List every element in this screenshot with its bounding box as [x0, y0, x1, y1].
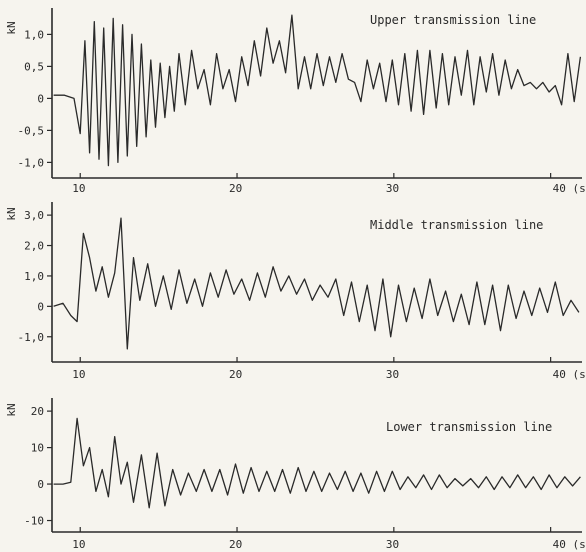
- y-tick-label: 1,0: [24, 28, 44, 41]
- chart-title: Middle transmission line: [370, 218, 543, 232]
- chart-title: Lower transmission line: [386, 420, 552, 434]
- chart-title: Upper transmission line: [370, 13, 536, 27]
- y-axis-label: kN: [5, 403, 18, 416]
- y-axis-label: kN: [5, 207, 18, 220]
- y-tick-label: 3,0: [24, 209, 44, 222]
- y-tick-label: 0: [37, 300, 44, 313]
- y-tick-label: -10: [24, 515, 44, 528]
- y-tick-label: 0,5: [24, 60, 44, 73]
- x-tick-label: 20: [229, 368, 242, 381]
- y-tick-label: -1,0: [18, 156, 45, 169]
- x-tick-label: 30: [386, 538, 399, 551]
- x-tick-label: 20: [229, 182, 242, 195]
- y-tick-label: -0,5: [18, 124, 45, 137]
- y-axis-label: kN: [5, 21, 18, 34]
- x-tick-label: 40 (s): [553, 368, 586, 381]
- x-tick-label: 40 (s): [553, 182, 586, 195]
- x-tick-label: 20: [229, 538, 242, 551]
- y-tick-label: -1,0: [18, 331, 45, 344]
- x-tick-label: 10: [72, 182, 85, 195]
- y-tick-label: 10: [31, 442, 44, 455]
- y-tick-label: 1,0: [24, 270, 44, 283]
- y-tick-label: 0: [37, 478, 44, 491]
- x-tick-label: 10: [72, 368, 85, 381]
- y-tick-label: 0: [37, 92, 44, 105]
- y-tick-label: 2,0: [24, 240, 44, 253]
- x-tick-label: 30: [386, 368, 399, 381]
- x-tick-label: 30: [386, 182, 399, 195]
- y-tick-label: 20: [31, 405, 44, 418]
- x-tick-label: 10: [72, 538, 85, 551]
- x-tick-label: 40 (s): [553, 538, 586, 551]
